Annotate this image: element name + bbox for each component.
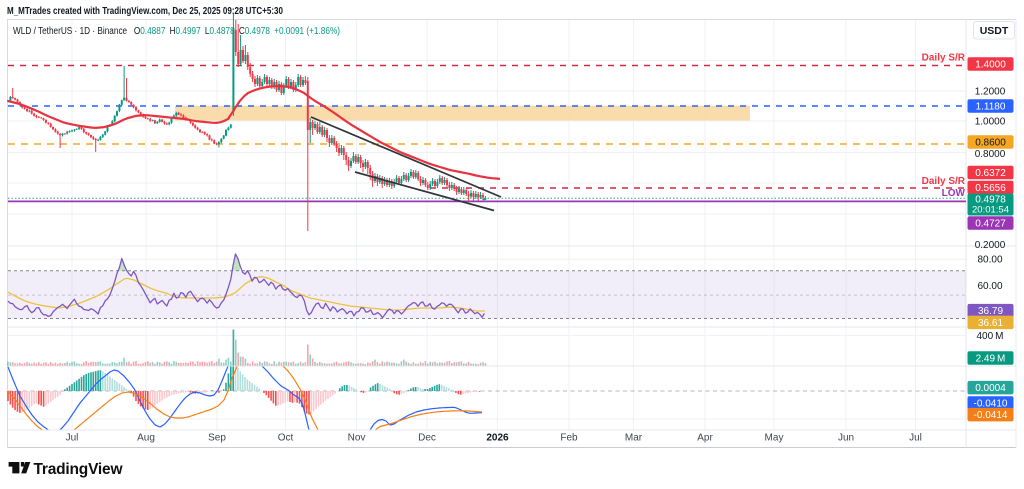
svg-text:0.2000: 0.2000: [975, 240, 1006, 251]
svg-text:USDT: USDT: [980, 25, 1009, 37]
svg-text:1.2000: 1.2000: [975, 87, 1006, 98]
svg-text:May: May: [765, 433, 784, 444]
svg-text:80.00: 80.00: [977, 255, 1002, 266]
svg-text:Mar: Mar: [625, 433, 643, 444]
svg-text:0.8600: 0.8600: [975, 138, 1006, 149]
svg-text:M_MTrades created with Trading: M_MTrades created with TradingView.com, …: [7, 6, 283, 17]
svg-text:-0.0410: -0.0410: [974, 399, 1008, 410]
svg-text:0.6372: 0.6372: [975, 168, 1006, 179]
svg-text:Feb: Feb: [560, 433, 578, 444]
svg-text:0.8000: 0.8000: [975, 149, 1006, 160]
svg-text:Jul: Jul: [909, 433, 922, 444]
svg-text:2026: 2026: [486, 433, 509, 444]
svg-text:0.4978: 0.4978: [975, 195, 1006, 206]
svg-text:LOW: LOW: [942, 188, 966, 199]
svg-text:1.4000: 1.4000: [975, 60, 1006, 71]
svg-text:20:01:54: 20:01:54: [972, 205, 1009, 216]
svg-text:Apr: Apr: [697, 433, 713, 444]
svg-text:-0.0414: -0.0414: [974, 410, 1008, 421]
svg-text:Sep: Sep: [208, 433, 226, 444]
svg-text:Nov: Nov: [348, 433, 366, 444]
svg-text:400 M: 400 M: [976, 331, 1003, 342]
svg-text:Daily S/R: Daily S/R: [922, 176, 966, 187]
svg-text:Oct: Oct: [278, 433, 294, 444]
svg-text:1.0000: 1.0000: [975, 117, 1006, 128]
svg-text:Jul: Jul: [66, 433, 79, 444]
svg-text:TradingView: TradingView: [34, 461, 124, 478]
svg-text:0.0004: 0.0004: [975, 383, 1006, 394]
svg-text:0.5656: 0.5656: [975, 183, 1006, 194]
svg-text:1.1180: 1.1180: [976, 102, 1006, 113]
svg-text:36.61: 36.61: [978, 318, 1003, 329]
svg-text:0.4727: 0.4727: [975, 219, 1006, 230]
svg-text:60.00: 60.00: [977, 281, 1002, 292]
svg-text:Dec: Dec: [418, 433, 436, 444]
svg-text:Jun: Jun: [838, 433, 854, 444]
svg-text:36.79: 36.79: [978, 306, 1003, 317]
svg-text:Aug: Aug: [137, 433, 155, 444]
svg-text:Daily S/R: Daily S/R: [922, 53, 966, 64]
svg-text:WLD / TetherUS · 1D · BinanceO: WLD / TetherUS · 1D · BinanceO0.4887H0.4…: [13, 26, 340, 37]
svg-text:2.49 M: 2.49 M: [976, 354, 1006, 365]
